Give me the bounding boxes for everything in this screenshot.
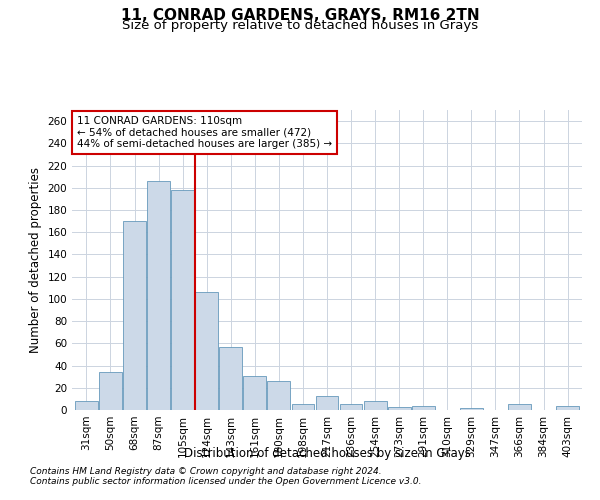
Bar — [316, 396, 338, 410]
Bar — [268, 381, 290, 410]
Bar — [364, 401, 386, 410]
Bar — [75, 401, 98, 410]
Bar — [460, 408, 483, 410]
Bar — [244, 376, 266, 410]
Text: Distribution of detached houses by size in Grays: Distribution of detached houses by size … — [184, 448, 470, 460]
Text: Contains public sector information licensed under the Open Government Licence v3: Contains public sector information licen… — [30, 477, 421, 486]
Bar — [171, 190, 194, 410]
Bar — [123, 221, 146, 410]
Bar — [388, 406, 410, 410]
Bar — [147, 181, 170, 410]
Text: Contains HM Land Registry data © Crown copyright and database right 2024.: Contains HM Land Registry data © Crown c… — [30, 467, 382, 476]
Bar — [99, 372, 122, 410]
Text: Size of property relative to detached houses in Grays: Size of property relative to detached ho… — [122, 18, 478, 32]
Bar — [412, 406, 434, 410]
Bar — [340, 404, 362, 410]
Bar — [508, 404, 531, 410]
Bar — [220, 346, 242, 410]
Text: 11 CONRAD GARDENS: 110sqm
← 54% of detached houses are smaller (472)
44% of semi: 11 CONRAD GARDENS: 110sqm ← 54% of detac… — [77, 116, 332, 149]
Y-axis label: Number of detached properties: Number of detached properties — [29, 167, 42, 353]
Bar — [556, 406, 579, 410]
Bar — [292, 404, 314, 410]
Text: 11, CONRAD GARDENS, GRAYS, RM16 2TN: 11, CONRAD GARDENS, GRAYS, RM16 2TN — [121, 8, 479, 22]
Bar — [195, 292, 218, 410]
